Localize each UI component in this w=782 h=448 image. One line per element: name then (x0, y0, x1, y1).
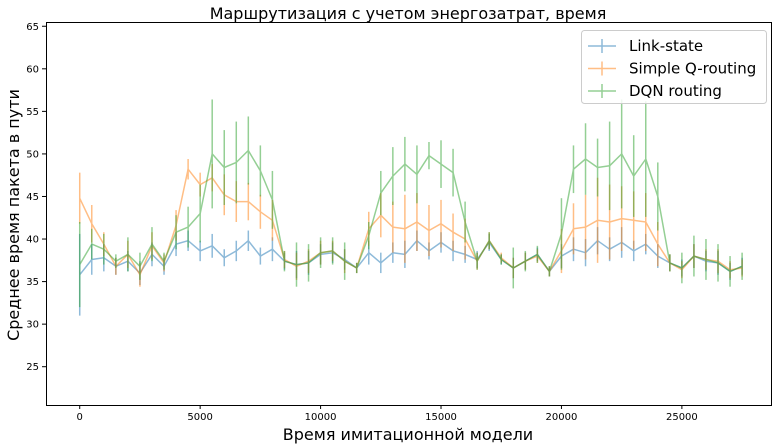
x-tick-label: 15000 (425, 412, 457, 423)
y-tick-label: 40 (26, 235, 39, 246)
y-axis-label: Среднее время пакета в пути (4, 89, 23, 341)
y-tick-label: 25 (26, 362, 39, 373)
series-simple-q-routing (78, 159, 743, 287)
legend-label: DQN routing (629, 82, 722, 100)
y-tick-label: 50 (26, 149, 39, 160)
x-tick-label: 0 (77, 412, 83, 423)
legend-label: Simple Q-routing (629, 60, 756, 78)
x-tick-label: 10000 (305, 412, 337, 423)
x-tick-label: 20000 (546, 412, 578, 423)
legend-item-simple-q-routing: Simple Q-routing (588, 60, 756, 78)
x-ticks: 0 5000 10000 15000 20000 25000 (77, 405, 698, 423)
series-link-state (78, 227, 743, 316)
legend-swatch (588, 39, 616, 53)
chart-title: Маршрутизация с учетом энергозатрат, вре… (210, 4, 607, 23)
x-tick-label: 25000 (666, 412, 698, 423)
legend-swatch (588, 84, 616, 98)
y-tick-label: 55 (26, 107, 39, 118)
y-ticks: 25 30 35 40 45 50 55 60 65 (26, 22, 46, 373)
x-axis-label: Время имитационной модели (283, 425, 533, 444)
legend-item-dqn-routing: DQN routing (588, 82, 722, 100)
plot-frame (46, 22, 772, 406)
series-line (79, 168, 743, 276)
y-tick-label: 45 (26, 192, 39, 203)
y-tick-label: 65 (26, 22, 39, 33)
legend: Link-state Simple Q-routing DQN routing (581, 30, 767, 104)
series-dqn-routing (78, 99, 743, 308)
series-line (79, 149, 743, 273)
legend-item-link-state: Link-state (588, 37, 703, 55)
x-tick-label: 5000 (187, 412, 212, 423)
y-tick-label: 30 (26, 320, 39, 331)
legend-swatch (588, 61, 616, 76)
y-tick-label: 35 (26, 277, 39, 288)
y-tick-label: 60 (26, 64, 39, 75)
legend-box (581, 30, 767, 104)
series-line (79, 239, 743, 276)
legend-label: Link-state (629, 37, 703, 55)
plot-series (78, 99, 743, 316)
